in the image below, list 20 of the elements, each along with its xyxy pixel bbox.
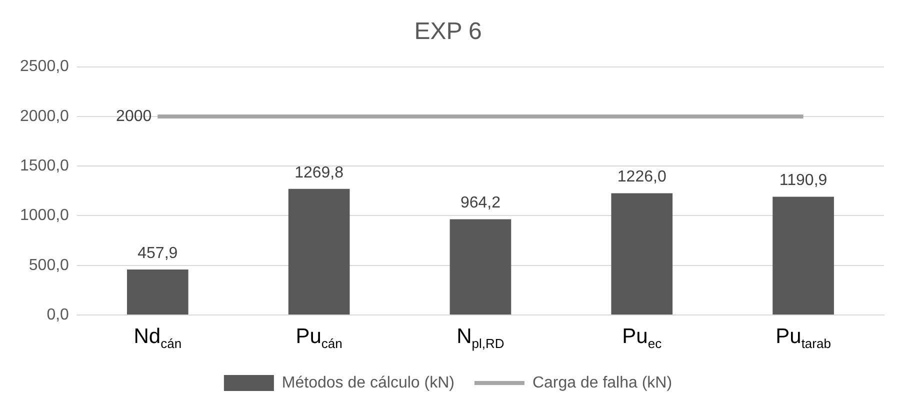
- bar: [611, 193, 673, 314]
- data-label: 457,9: [138, 244, 178, 262]
- bar: [772, 196, 834, 314]
- data-label: 1226,0: [617, 168, 666, 186]
- chart-title: EXP 6: [414, 18, 482, 46]
- bar: [450, 219, 512, 314]
- legend-label: Carga de falha (kN): [532, 374, 672, 392]
- y-tick-label: 2000,0: [20, 108, 70, 125]
- bar: [288, 188, 350, 314]
- legend-label: Métodos de cálculo (kN): [282, 374, 454, 392]
- data-label: 1190,9: [779, 172, 828, 190]
- y-tick-label: 1000,0: [20, 207, 70, 224]
- y-tick-label: 1500,0: [20, 157, 70, 174]
- data-label: 2000: [116, 108, 152, 125]
- bar: [126, 270, 188, 314]
- y-tick-label: 500,0: [28, 256, 70, 274]
- y-tick-label: 0,0: [46, 306, 70, 324]
- data-label: 964,2: [460, 194, 501, 212]
- data-label: 1269,8: [294, 164, 344, 182]
- y-tick-label: 2500,0: [20, 58, 70, 76]
